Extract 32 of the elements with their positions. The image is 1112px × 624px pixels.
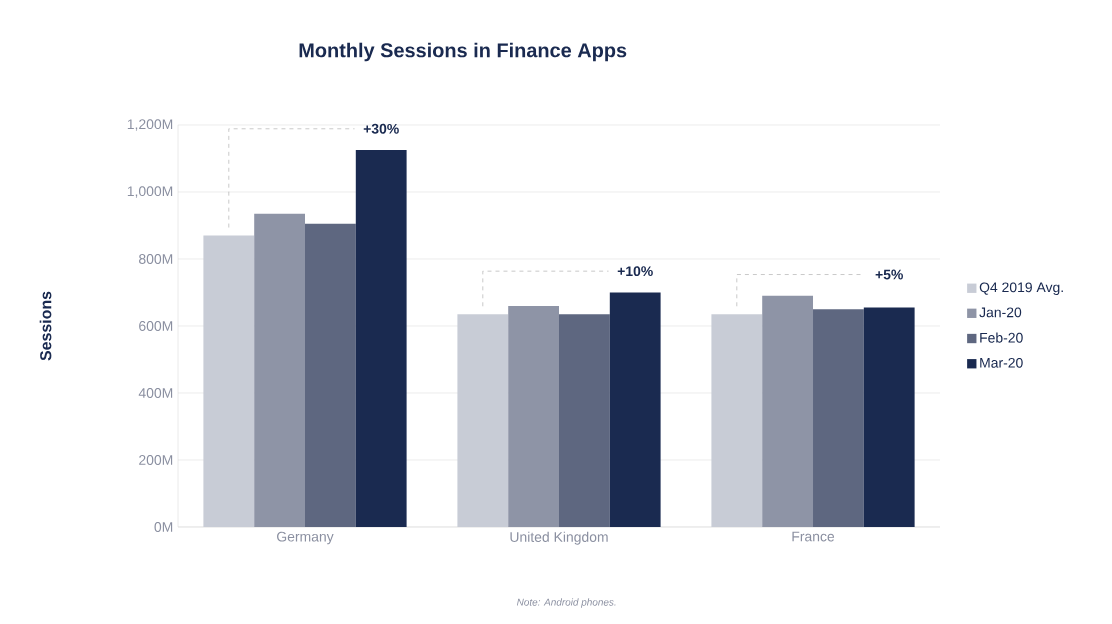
chart-title: Monthly Sessions in Finance Apps bbox=[299, 42, 627, 62]
x-tick-label: Germany bbox=[277, 531, 334, 545]
bar bbox=[355, 150, 407, 527]
y-tick-label: 1,200M bbox=[127, 119, 173, 131]
legend-label: Mar-20 bbox=[980, 357, 1023, 368]
y-axis-title: Sessions bbox=[39, 291, 52, 361]
legend-label: Q4 2019 Avg. bbox=[979, 282, 1063, 296]
text: Note: Android phones. bbox=[516, 598, 616, 608]
y-tick-label: 400M bbox=[138, 388, 173, 398]
bar bbox=[609, 292, 661, 527]
annotation: +5% bbox=[875, 269, 903, 280]
y-tick-label: 800M bbox=[139, 254, 173, 264]
bar bbox=[813, 309, 864, 527]
annotation: +10% bbox=[617, 266, 653, 277]
bar bbox=[559, 314, 610, 527]
legend-label: Feb-20 bbox=[980, 332, 1023, 343]
bar bbox=[508, 305, 560, 527]
bar bbox=[863, 307, 915, 527]
bar bbox=[762, 295, 814, 527]
y-tick-label: 0M bbox=[154, 522, 173, 532]
y-tick-label: 1,000M bbox=[127, 186, 173, 198]
y-tick-label: 200M bbox=[139, 455, 173, 465]
bar bbox=[711, 314, 763, 527]
bar bbox=[254, 213, 306, 527]
bar bbox=[203, 235, 255, 527]
y-tick-label: 600M bbox=[139, 321, 173, 331]
legend-label: Jan-20 bbox=[979, 307, 1022, 318]
bar bbox=[305, 223, 356, 527]
x-tick-label: France bbox=[792, 531, 835, 542]
bar bbox=[457, 314, 509, 527]
x-tick-label: United Kingdom bbox=[510, 531, 608, 545]
annotation: +30% bbox=[363, 123, 399, 134]
